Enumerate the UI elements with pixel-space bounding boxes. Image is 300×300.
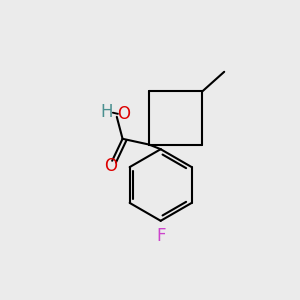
- Text: F: F: [156, 227, 165, 245]
- Text: O: O: [104, 157, 118, 175]
- Text: H: H: [101, 103, 113, 121]
- Text: O: O: [117, 105, 130, 123]
